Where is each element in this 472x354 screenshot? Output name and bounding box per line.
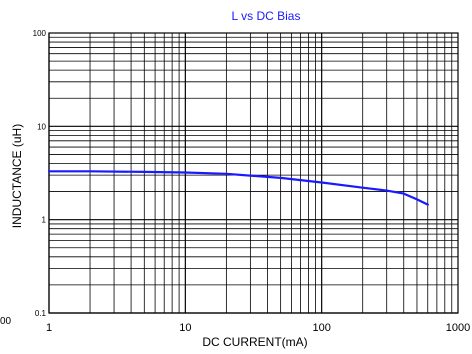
x-axis-label: DC CURRENT(mA) [202,335,307,349]
y-tick-label: 1 [42,216,47,225]
edge-fragment-label: 00 [0,316,12,327]
y-tick-label: 100 [33,29,47,38]
x-tick-label: 100 [312,322,330,334]
y-tick-label: 10 [37,122,46,131]
y-axis-label: INDUCTANCE (uH) [10,124,24,228]
x-tick-label: 1 [46,322,52,334]
x-tick-label: 10 [179,322,191,334]
grid [48,33,458,314]
series-group [47,170,429,206]
chart-title: L vs DC Bias [232,9,301,23]
tick-labels: 1 10 100 1000 0.1 1 10 100 [33,29,471,334]
x-tick-label: 1000 [446,322,470,334]
y-tick-label: 0.1 [35,309,47,318]
plot-frame [48,32,459,314]
series-line [47,170,429,206]
